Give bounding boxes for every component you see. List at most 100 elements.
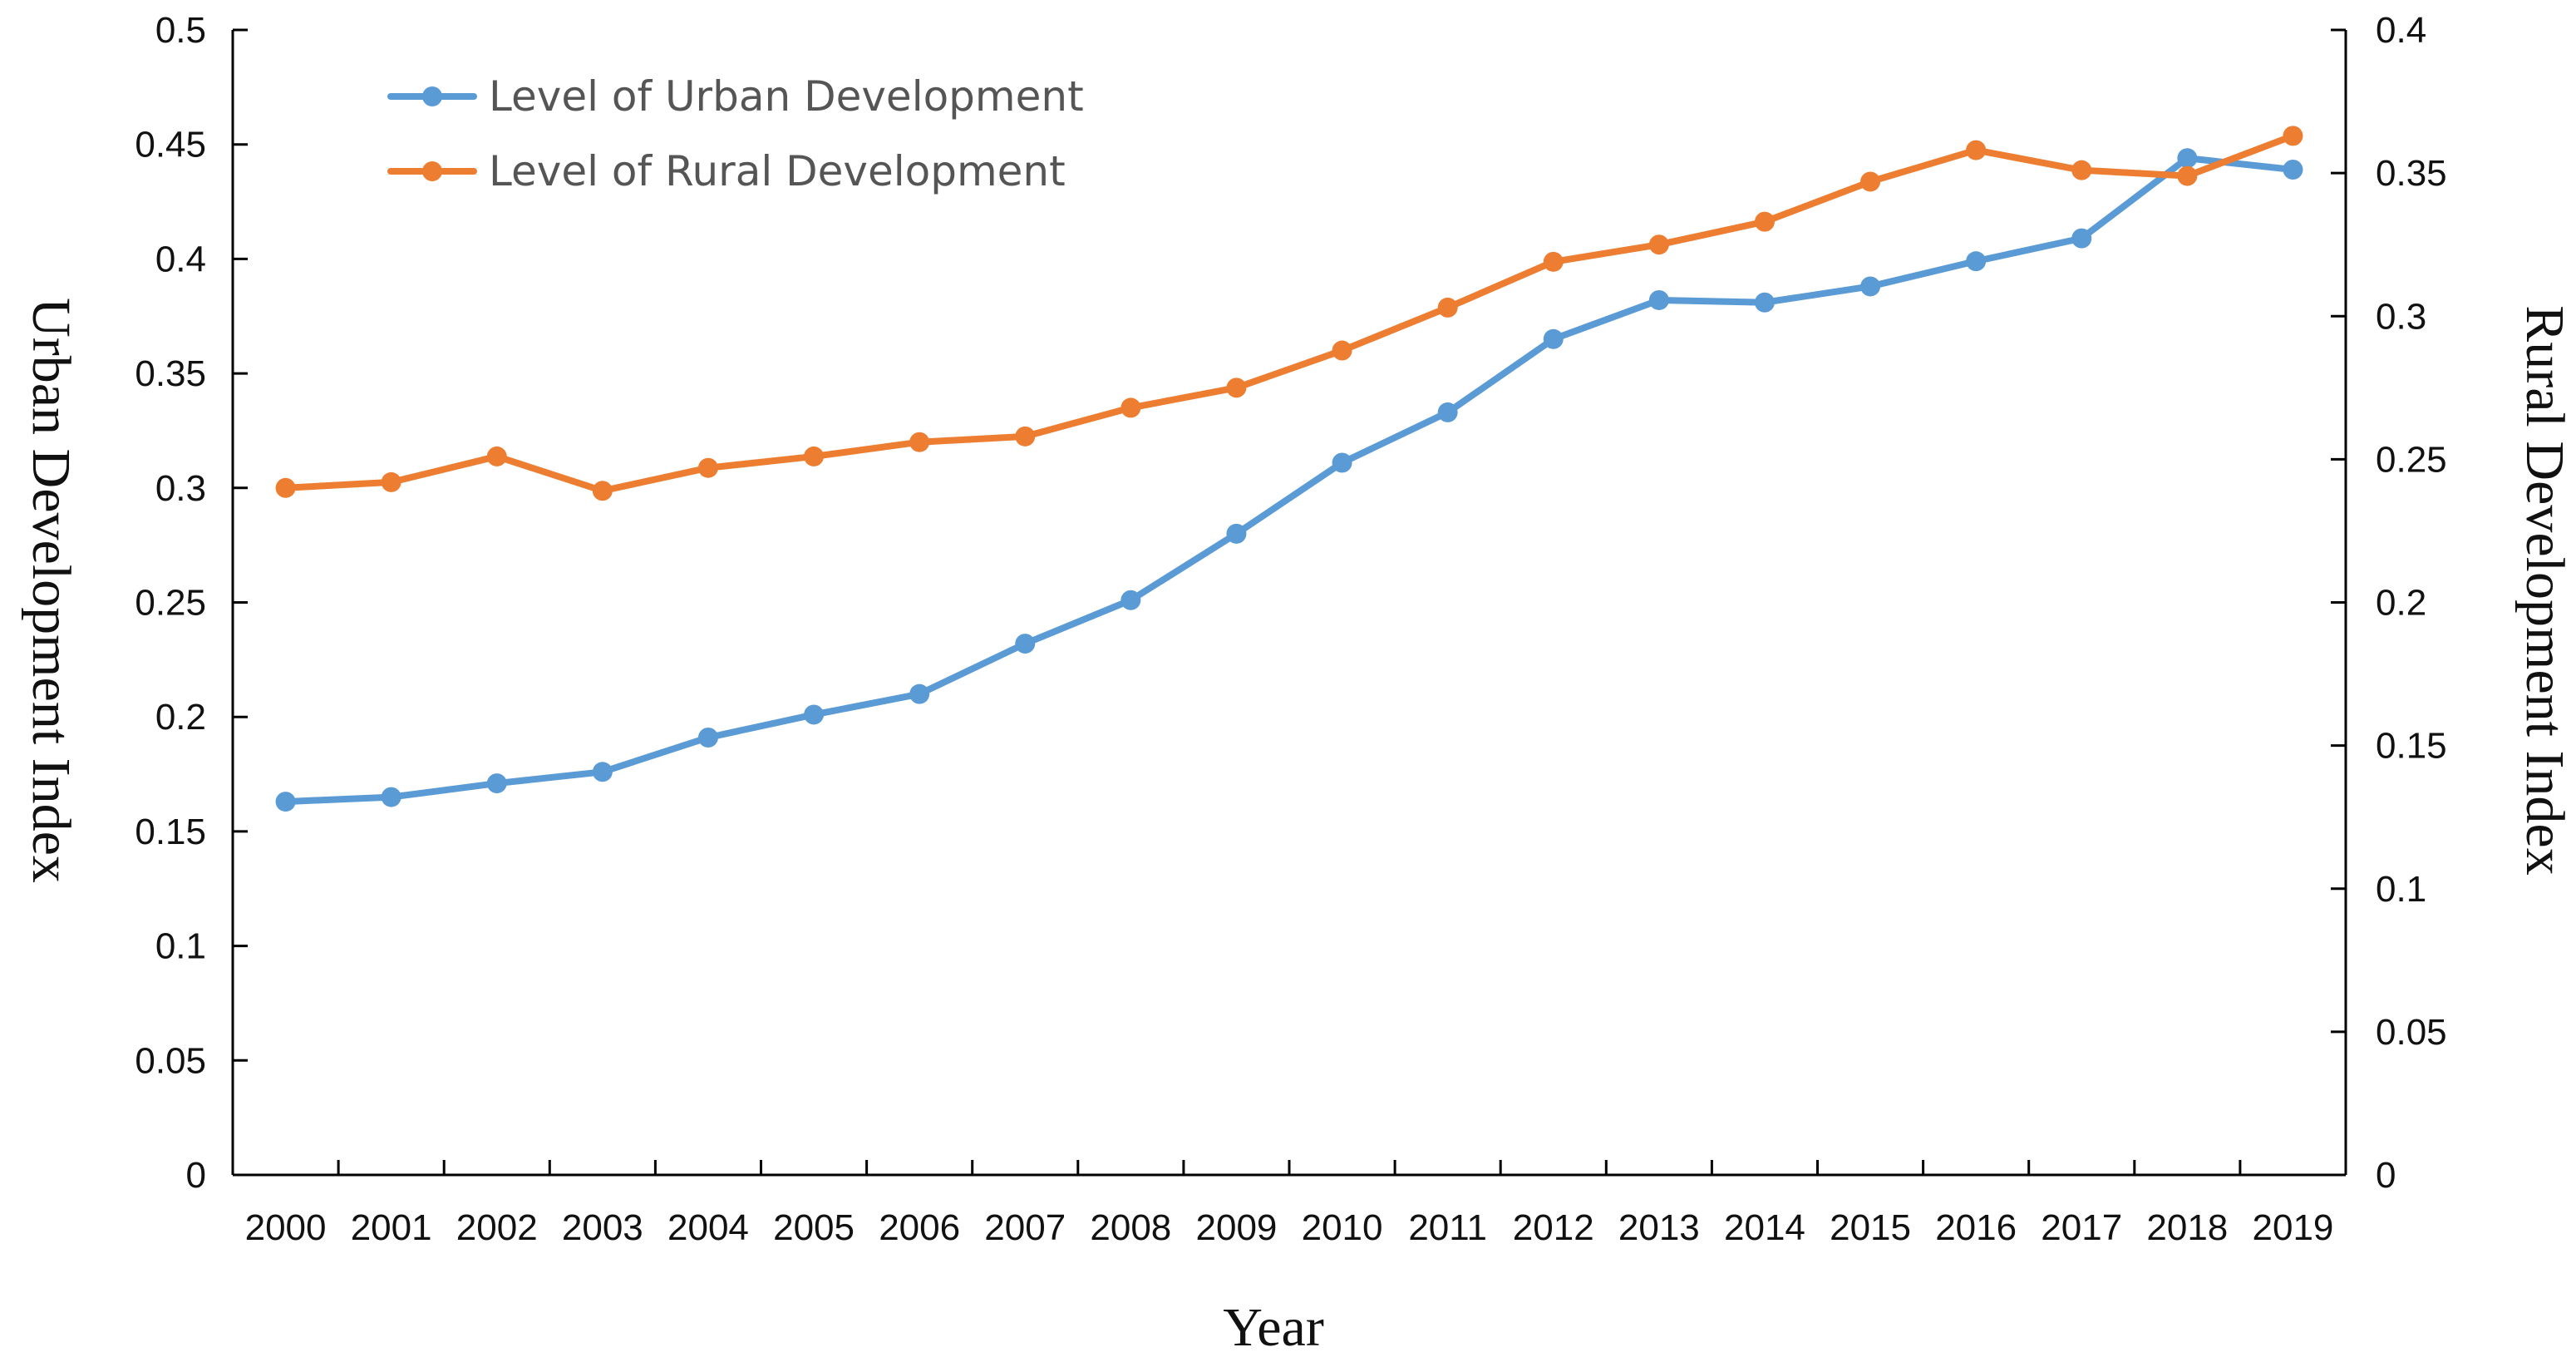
data-point (1226, 523, 1247, 544)
data-point (1121, 397, 1141, 418)
x-tick-label: 2015 (1830, 1207, 1911, 1248)
data-point (275, 477, 296, 498)
data-point (1015, 426, 1036, 447)
data-point (381, 787, 401, 807)
data-point (697, 727, 718, 748)
left-axis-title: Urban Development Index (21, 298, 81, 883)
left-tick-label: 0 (186, 1155, 206, 1196)
data-point (1754, 211, 1775, 232)
left-tick-label: 0.2 (155, 697, 206, 738)
right-tick-label: 0.2 (2376, 583, 2426, 624)
left-tick-label: 0.25 (135, 583, 206, 624)
x-tick-label: 2011 (1408, 1207, 1487, 1248)
x-tick-label: 2003 (562, 1207, 643, 1248)
data-point (2177, 165, 2198, 186)
right-tick-label: 0 (2376, 1155, 2396, 1196)
x-tick-label: 2000 (245, 1207, 327, 1248)
x-tick-label: 2008 (1090, 1207, 1171, 1248)
x-tick-label: 2006 (879, 1207, 960, 1248)
left-tick-label: 0.45 (135, 125, 206, 165)
data-point (1121, 590, 1141, 610)
data-point (2177, 148, 2198, 169)
data-point (2071, 228, 2092, 249)
data-point (1648, 289, 1669, 310)
x-tick-label: 2005 (773, 1207, 855, 1248)
x-tick-label: 2016 (1935, 1207, 2017, 1248)
data-point (1015, 634, 1036, 654)
left-axis-ticks: 0 0.05 0.1 0.15 0.2 0.25 0.3 0.35 0.4 0.45 0.5 (135, 10, 248, 1196)
left-tick-label: 0.1 (155, 926, 206, 967)
legend-item: Level of Rural Development (387, 147, 1066, 195)
legend-item: Level of Urban Development (387, 72, 1084, 121)
series-line (282, 155, 2297, 806)
data-point (1648, 234, 1669, 255)
data-point (804, 446, 825, 466)
data-point (1966, 251, 1987, 272)
series-rural (275, 126, 2303, 501)
legend: Level of Urban Development Level of Rural… (387, 72, 1084, 195)
legend-swatch-marker (422, 86, 442, 106)
data-point (1332, 452, 1352, 473)
legend-swatch-marker (422, 161, 442, 181)
x-tick-label: 2010 (1302, 1207, 1383, 1248)
x-tick-label: 2009 (1196, 1207, 1278, 1248)
data-point (804, 704, 825, 725)
right-tick-label: 0.25 (2376, 439, 2447, 480)
data-point (1437, 402, 1458, 422)
data-point (2283, 159, 2303, 180)
right-axis-ticks: 0 0.05 0.1 0.15 0.2 0.25 0.3 0.35 0.4 (2331, 10, 2447, 1196)
right-tick-label: 0.15 (2376, 726, 2447, 767)
right-tick-label: 0.35 (2376, 153, 2447, 194)
data-point (486, 446, 507, 466)
right-tick-label: 0.1 (2376, 869, 2426, 910)
data-point (1332, 340, 1352, 361)
x-axis-title: Year (1223, 1297, 1324, 1358)
x-tick-label: 2007 (984, 1207, 1066, 1248)
x-tick-label: 2018 (2146, 1207, 2228, 1248)
x-tick-label: 2002 (456, 1207, 538, 1248)
x-tick-label: 2019 (2253, 1207, 2334, 1248)
data-point (697, 457, 718, 478)
series-line (282, 132, 2297, 495)
data-point (275, 792, 296, 812)
data-point (909, 432, 930, 452)
right-axis-title: Rural Development Index (2514, 305, 2575, 875)
x-tick-label: 2013 (1618, 1207, 1700, 1248)
data-point (592, 481, 613, 501)
data-point (592, 762, 613, 782)
data-point (1860, 171, 1881, 192)
series-urban (275, 148, 2303, 812)
x-tick-label: 2017 (2041, 1207, 2122, 1248)
chart-axes (231, 30, 2347, 1177)
left-tick-label: 0.15 (135, 812, 206, 852)
left-tick-label: 0.35 (135, 353, 206, 394)
right-tick-label: 0.05 (2376, 1012, 2447, 1053)
data-point (381, 471, 401, 492)
data-point (1543, 328, 1564, 349)
legend-label: Level of Rural Development (489, 147, 1066, 195)
data-point (486, 773, 507, 794)
left-tick-label: 0.3 (155, 468, 206, 509)
legend-label: Level of Urban Development (489, 72, 1084, 121)
left-tick-label: 0.5 (155, 10, 206, 51)
x-tick-label: 2004 (667, 1207, 749, 1248)
x-tick-label: 2014 (1724, 1207, 1805, 1248)
x-axis-ticks: 2000 2001 2002 2003 2004 2005 2006 2007 2008 2009… (231, 1160, 2347, 1248)
left-tick-label: 0.05 (135, 1040, 206, 1081)
data-point (1754, 292, 1775, 313)
right-tick-label: 0.3 (2376, 296, 2426, 337)
x-tick-label: 2001 (351, 1207, 432, 1248)
data-point (1966, 140, 1987, 160)
data-point (1226, 378, 1247, 398)
left-tick-label: 0.4 (155, 239, 206, 279)
data-point (909, 684, 930, 704)
data-point (1860, 276, 1881, 297)
data-point (2283, 126, 2303, 146)
series-layer (275, 126, 2303, 812)
data-point (1543, 251, 1564, 272)
right-tick-label: 0.4 (2376, 10, 2426, 51)
data-point (2071, 160, 2092, 180)
x-tick-label: 2012 (1513, 1207, 1594, 1248)
data-point (1437, 297, 1458, 318)
